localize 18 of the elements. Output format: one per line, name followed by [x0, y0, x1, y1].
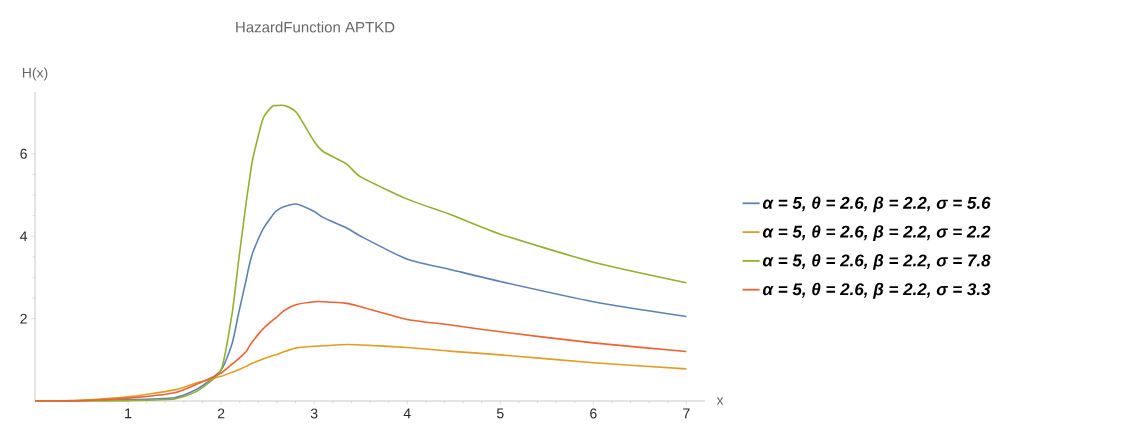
x-tick-label: 5 [496, 408, 504, 419]
line-series [34, 300, 688, 402]
y-tick-label: 2 [20, 313, 27, 324]
y-tick-label: 4 [20, 231, 28, 242]
x-tick-label: 2 [217, 408, 225, 419]
y-tick-label: 6 [20, 148, 27, 159]
legend-label: α = 5, θ = 2.6, β = 2.2, σ = 2.2 [762, 225, 991, 242]
x-axis-title: x [716, 397, 724, 405]
x-tick-label: 1 [125, 408, 132, 419]
x-tick-label: 4 [403, 408, 411, 419]
legend-label: α = 5, θ = 2.6, β = 2.2, σ = 3.3 [762, 282, 991, 299]
x-tick-label: 3 [310, 408, 318, 419]
chart-title: HazardFunction APTKD [236, 21, 395, 33]
x-tick-label: 6 [590, 408, 597, 419]
legend-label: α = 5, θ = 2.6, β = 2.2, σ = 5.6 [762, 196, 991, 213]
x-tick-label: 7 [683, 408, 690, 419]
legend-label: α = 5, θ = 2.6, β = 2.2, σ = 7.8 [762, 254, 991, 270]
y-axis-title: H(x) [22, 67, 48, 81]
